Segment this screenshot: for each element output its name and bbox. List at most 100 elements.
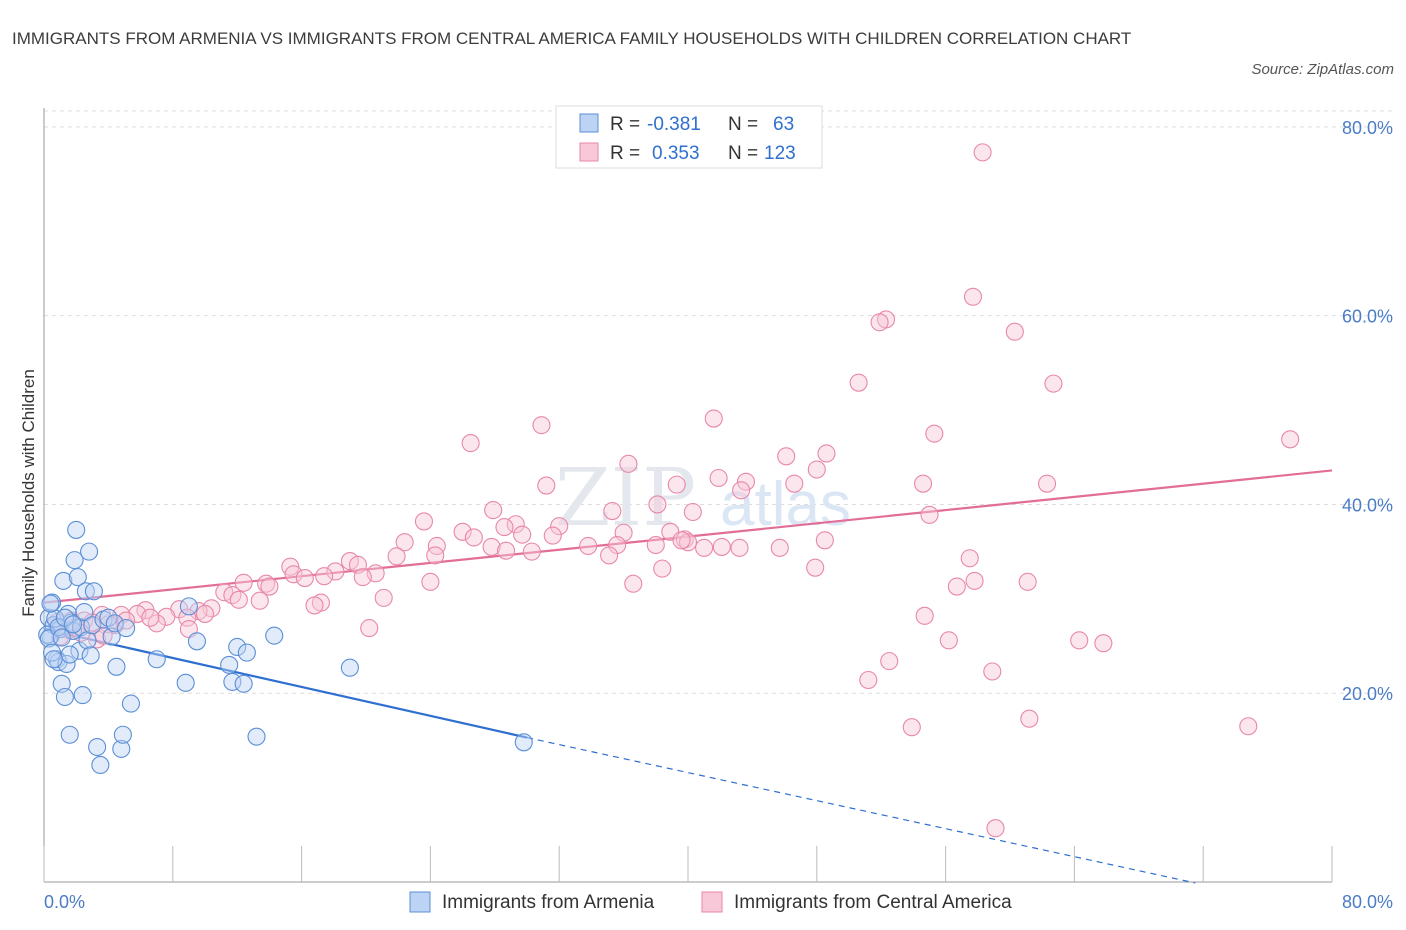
data-point-central-america (983, 662, 1002, 681)
data-point-central-america (484, 501, 503, 520)
data-point-armenia (41, 594, 60, 613)
data-point-central-america (777, 447, 796, 466)
data-point-central-america (683, 502, 702, 522)
data-point-central-america (915, 606, 934, 625)
data-point-armenia (54, 571, 73, 590)
chart-title: IMMIGRANTS FROM ARMENIA VS IMMIGRANTS FR… (12, 29, 1132, 48)
data-point-central-america (426, 546, 445, 565)
legend-r-value-central-america: 0.353 (652, 143, 700, 164)
data-point-central-america (986, 819, 1005, 838)
data-point-armenia (83, 616, 102, 635)
data-point-central-america (522, 542, 541, 561)
data-point-central-america (257, 574, 276, 593)
data-point-central-america (619, 454, 638, 473)
data-point-central-america (250, 591, 269, 610)
y-axis-label: Family Households with Children (19, 369, 38, 617)
legend-top-box (555, 105, 823, 169)
data-point-central-america (939, 631, 958, 650)
data-point-central-america (859, 670, 878, 690)
data-point-central-america (849, 373, 868, 392)
data-point-central-america (817, 444, 836, 463)
data-point-central-america (464, 528, 483, 547)
data-point-central-america (1037, 474, 1057, 493)
data-point-armenia (44, 650, 63, 669)
data-point-armenia (55, 687, 74, 707)
data-point-central-america (315, 567, 334, 586)
data-point-central-america (387, 547, 406, 566)
data-point-armenia (52, 628, 71, 647)
data-point-central-america (1018, 572, 1037, 591)
data-point-armenia (88, 737, 107, 757)
data-point-central-america (925, 424, 944, 443)
legend-bottom-label-central-america: Immigrants from Central America (734, 892, 1012, 913)
data-point-central-america (513, 525, 532, 544)
data-point-central-america (1281, 430, 1300, 449)
data-point-armenia (84, 582, 103, 601)
data-point-central-america (532, 416, 551, 435)
data-point-central-america (353, 568, 372, 587)
x-ticks (43, 846, 1333, 882)
data-point-central-america (453, 522, 472, 541)
data-point-armenia (121, 694, 140, 713)
data-point-central-america (902, 718, 921, 737)
data-point-central-america (543, 526, 562, 545)
data-point-armenia (187, 632, 206, 651)
trend-line-armenia (43, 627, 528, 739)
data-point-armenia (220, 655, 239, 674)
data-point-central-america (550, 517, 569, 536)
data-point-armenia (113, 725, 132, 744)
data-point-central-america (730, 538, 749, 557)
data-point-central-america (947, 577, 966, 596)
y-tick-label-40: 40.0% (1342, 495, 1393, 515)
data-point-central-america (704, 409, 723, 428)
data-point-central-america (141, 608, 160, 627)
data-point-central-america (427, 536, 446, 556)
data-point-central-america (495, 518, 514, 537)
data-point-central-america (421, 572, 440, 591)
trend-line-armenia-extrapolated (526, 736, 1196, 884)
chart-source: Source: ZipAtlas.com (1251, 61, 1394, 78)
data-point-central-america (284, 565, 303, 584)
data-point-central-america (920, 505, 939, 524)
data-point-armenia (176, 673, 195, 692)
data-point-central-america (506, 515, 525, 534)
data-point-armenia (80, 542, 99, 561)
data-point-armenia (179, 597, 198, 616)
data-point-armenia (49, 618, 68, 637)
legend-swatch-central-america (579, 142, 599, 162)
y-tick-labels: 20.0% 40.0% 60.0% 80.0% (1342, 118, 1393, 704)
data-point-central-america (1070, 631, 1089, 650)
data-point-central-america (1239, 717, 1258, 736)
data-point-central-america (709, 468, 728, 488)
data-point-armenia (63, 615, 83, 634)
data-point-central-america (770, 538, 789, 557)
data-point-armenia (78, 631, 97, 650)
watermark-zip: ZIP (555, 451, 696, 544)
data-point-central-america (646, 535, 665, 555)
data-point-central-america (914, 474, 933, 493)
data-point-central-america (305, 596, 324, 615)
data-point-central-america (579, 536, 598, 556)
data-point-armenia (60, 725, 79, 744)
data-point-armenia (73, 686, 92, 705)
data-point-central-america (736, 472, 756, 491)
data-point-central-america (963, 287, 983, 306)
data-point-armenia (67, 520, 86, 539)
data-point-central-america (648, 495, 667, 514)
x-tick-label-max: 80.0% (1342, 892, 1393, 912)
data-point-armenia (247, 727, 266, 746)
data-point-central-america (1044, 374, 1063, 393)
legend-top: R = -0.381 N = 63 R = 0.353 N = 123 (555, 105, 823, 169)
data-point-central-america (815, 531, 834, 550)
data-point-central-america (600, 546, 619, 565)
data-point-central-america (537, 476, 556, 495)
data-point-central-america (414, 512, 434, 531)
y-tick-label-60: 60.0% (1342, 307, 1393, 327)
data-point-central-america (260, 577, 279, 596)
data-point-armenia (68, 568, 87, 587)
data-point-central-america (295, 569, 314, 588)
data-point-central-america (117, 611, 136, 630)
data-point-central-america (712, 537, 731, 556)
data-point-central-america (603, 501, 622, 521)
data-point-central-america (960, 549, 979, 568)
